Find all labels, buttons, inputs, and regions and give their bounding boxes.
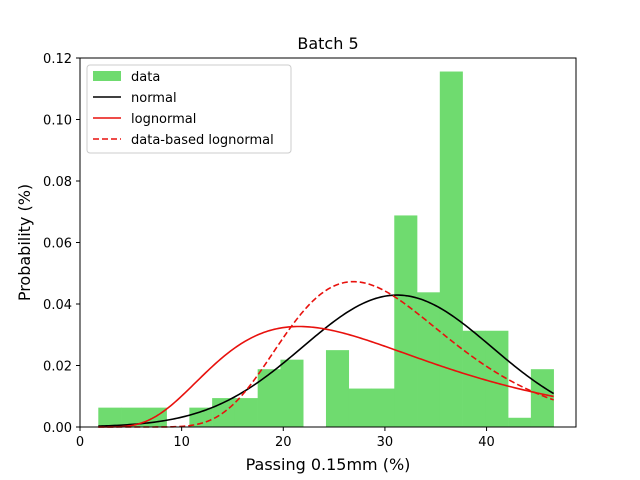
y-tick-label: 0.10	[43, 114, 72, 129]
histogram-bar	[257, 369, 281, 427]
histogram-bar	[394, 215, 418, 427]
series-line-lognormal	[98, 325, 554, 428]
x-tick-label: 0	[76, 435, 84, 450]
x-tick-label: 10	[173, 435, 190, 450]
y-tick-label: 0.00	[43, 421, 72, 436]
y-tick-label: 0.08	[43, 175, 72, 190]
x-axis-label: Passing 0.15mm (%)	[246, 455, 411, 474]
legend-label: lognormal	[131, 112, 196, 127]
histogram-bar	[508, 417, 532, 427]
histogram-bar	[530, 369, 554, 427]
histogram-bar	[280, 359, 304, 427]
histogram-bar	[462, 330, 486, 427]
y-tick-label: 0.04	[43, 298, 72, 313]
series-line-normal	[98, 294, 555, 427]
legend-label: normal	[131, 91, 177, 106]
legend-label: data	[131, 70, 160, 85]
legend-swatch-data	[93, 71, 121, 81]
legend-label: data-based lognormal	[131, 133, 274, 148]
y-axis-ticks: 0.00 0.02 0.04 0.06 0.08 0.10 0.12	[43, 52, 80, 436]
y-tick-label: 0.02	[43, 360, 72, 375]
histogram-bars	[98, 71, 554, 428]
histogram-bar	[371, 388, 395, 427]
x-tick-label: 30	[377, 435, 394, 450]
histogram-bar	[98, 407, 122, 427]
histogram-bar	[234, 398, 258, 427]
histogram-bar	[439, 71, 463, 427]
y-axis-label: Probability (%)	[15, 184, 34, 301]
legend-box	[86, 64, 292, 154]
x-tick-label: 20	[275, 435, 292, 450]
histogram-bar	[485, 330, 509, 427]
histogram-bar	[417, 292, 441, 427]
y-tick-label: 0.12	[43, 52, 72, 67]
histogram-bar	[325, 350, 350, 428]
histogram-bar	[348, 388, 372, 427]
legend: data normal lognormal data-based lognormal	[86, 64, 292, 154]
x-tick-label: 40	[478, 435, 495, 450]
histogram-bar	[121, 407, 145, 427]
y-tick-label: 0.06	[43, 237, 72, 252]
chart-title: Batch 5	[297, 34, 358, 53]
x-axis-ticks: 0 10 20 30 40	[76, 427, 495, 450]
